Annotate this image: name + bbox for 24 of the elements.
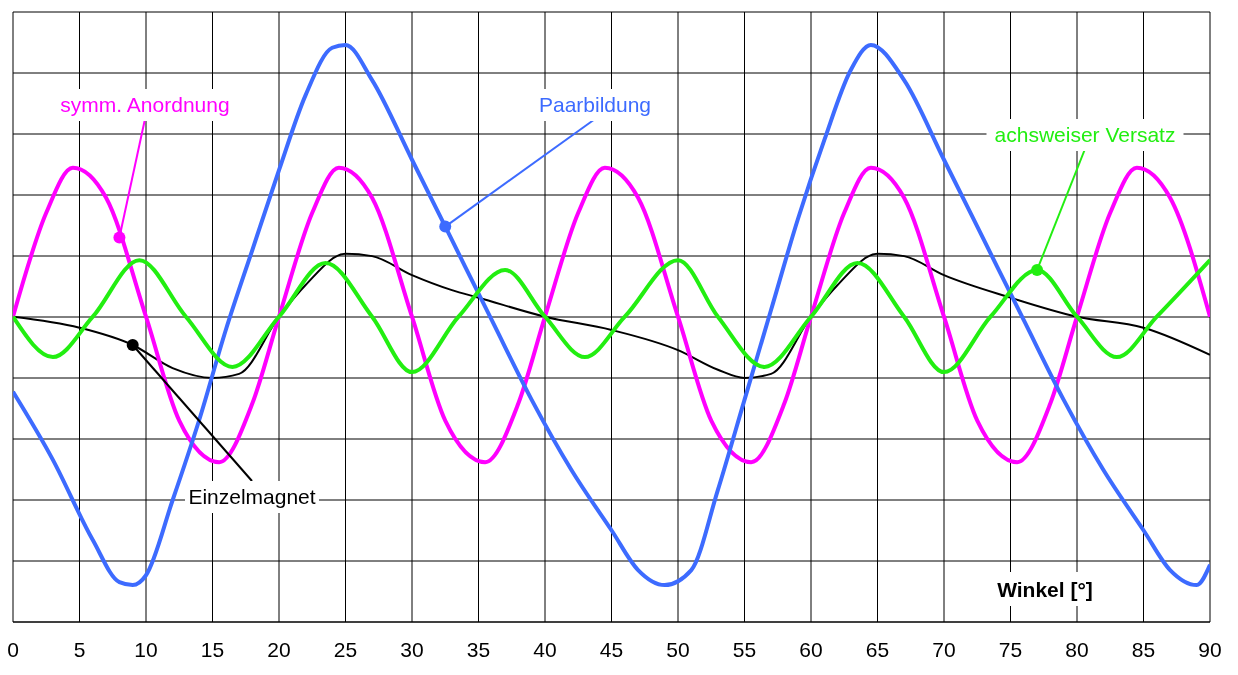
text: achsweiser Versatz — [994, 123, 1176, 146]
x-tick-label: 15 — [200, 637, 225, 661]
x-tick-label: 35 — [466, 637, 491, 661]
x-tick-label: 5 — [73, 637, 86, 661]
x-tick-label: 30 — [400, 637, 424, 661]
x-tick-label: 85 — [1131, 637, 1156, 661]
x-tick-label: 90 — [1198, 637, 1222, 661]
x-tick-label: 45 — [599, 637, 624, 661]
x-tick-label: 75 — [998, 637, 1023, 661]
text: Einzelmagnet — [188, 485, 316, 508]
x-tick-label: 65 — [865, 637, 890, 661]
x-tick-label: 20 — [267, 637, 291, 661]
x-tick-label: 70 — [932, 637, 956, 661]
text: symm. Anordnung — [60, 93, 230, 116]
text: Paarbildung — [538, 93, 652, 116]
x-tick-label: 55 — [732, 637, 757, 661]
x-tick-label: 60 — [799, 637, 823, 661]
x-tick-label: 0 — [7, 637, 19, 661]
x-tick-label: 25 — [333, 637, 358, 661]
x-tick-label: 80 — [1065, 637, 1089, 661]
x-tick-label: 50 — [666, 637, 690, 661]
x-axis-title: Winkel [°] — [997, 578, 1093, 601]
x-tick-label: 40 — [533, 637, 557, 661]
x-tick-label: 10 — [134, 637, 158, 661]
